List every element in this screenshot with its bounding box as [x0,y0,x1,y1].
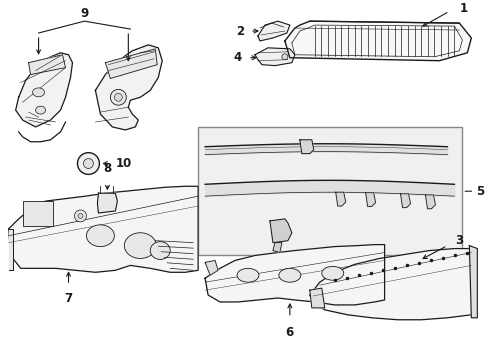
Polygon shape [97,193,117,213]
Polygon shape [254,48,294,66]
Ellipse shape [278,268,300,282]
Text: 2: 2 [235,24,244,37]
Polygon shape [258,21,289,41]
Polygon shape [204,260,218,275]
Polygon shape [299,140,313,154]
Polygon shape [365,193,375,207]
Circle shape [74,210,86,222]
Text: 1: 1 [458,2,467,15]
Circle shape [83,159,93,168]
Circle shape [281,54,287,60]
Polygon shape [285,21,470,61]
Ellipse shape [321,266,343,280]
Circle shape [114,93,122,101]
Text: 8: 8 [103,162,111,175]
Polygon shape [400,194,410,208]
Polygon shape [9,186,198,272]
Ellipse shape [150,242,170,260]
Text: 9: 9 [80,7,88,20]
Polygon shape [468,246,476,318]
Polygon shape [204,244,384,305]
Circle shape [78,213,83,219]
Circle shape [110,89,126,105]
Ellipse shape [237,268,259,282]
Circle shape [77,153,99,174]
Polygon shape [309,288,324,308]
Polygon shape [425,195,435,209]
Polygon shape [105,49,157,78]
Ellipse shape [86,225,114,247]
Polygon shape [335,192,345,206]
Polygon shape [272,243,281,252]
Text: 10: 10 [115,157,131,170]
Text: 7: 7 [64,292,72,305]
Text: 4: 4 [233,51,242,64]
Polygon shape [16,53,72,127]
Ellipse shape [33,88,44,97]
Text: 6: 6 [285,326,293,339]
Text: 3: 3 [454,234,463,247]
Ellipse shape [124,233,156,258]
Ellipse shape [36,106,45,114]
Bar [22,201,52,226]
Bar [198,127,462,256]
Polygon shape [95,45,162,130]
Polygon shape [269,219,291,243]
Polygon shape [29,55,65,75]
Polygon shape [9,229,13,270]
Polygon shape [309,248,476,320]
Text: 5: 5 [475,185,484,198]
